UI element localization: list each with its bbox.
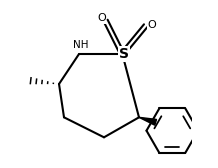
- Text: O: O: [97, 13, 106, 23]
- Text: NH: NH: [73, 40, 89, 50]
- Text: O: O: [147, 20, 156, 30]
- Polygon shape: [139, 117, 157, 125]
- Text: S: S: [119, 47, 129, 61]
